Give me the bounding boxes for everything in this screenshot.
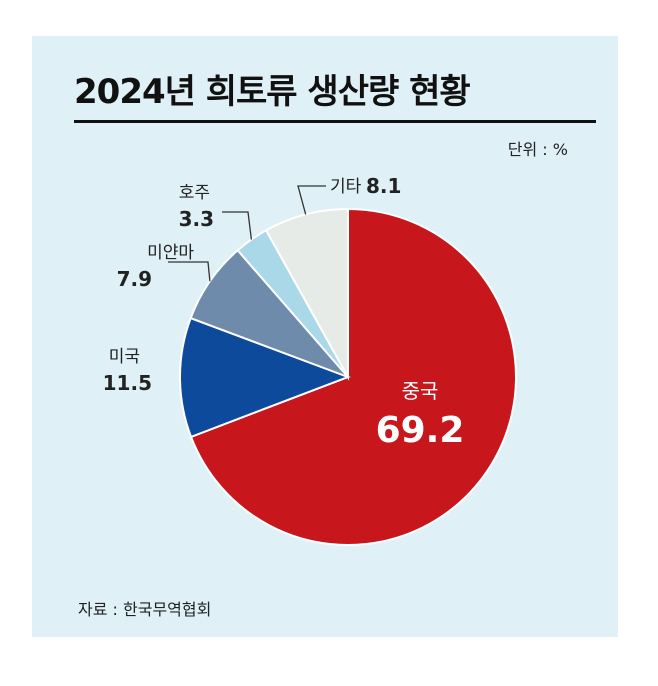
slice-label-china: 중국: [402, 379, 439, 403]
pie-slice-4: [264, 207, 349, 381]
slice-label-myanmar: 미얀마: [147, 243, 194, 263]
slice-value-myanmar: 7.9: [117, 267, 152, 291]
slice-value-australia: 3.3: [179, 207, 214, 231]
slice-label-others: 기타: [330, 177, 362, 197]
unit-label: 단위 : %: [507, 140, 568, 159]
leader-australia: [222, 211, 253, 240]
slice-label-australia: 호주: [179, 183, 210, 203]
slice-value-others: 8.1: [366, 174, 401, 198]
pie-slice-1: [178, 316, 351, 439]
slice-label-usa: 미국: [109, 347, 140, 367]
title-underline: [74, 120, 596, 123]
leader-myanmar: [168, 261, 211, 282]
source-note: 자료 : 한국무역협회: [78, 600, 212, 619]
slice-value-china: 69.2: [376, 410, 465, 451]
pie-slice-0: [189, 207, 517, 546]
chart-title: 2024년 희토류 생산량 현황: [74, 72, 471, 112]
slice-value-usa: 11.5: [103, 371, 152, 395]
leader-others: [297, 185, 326, 215]
